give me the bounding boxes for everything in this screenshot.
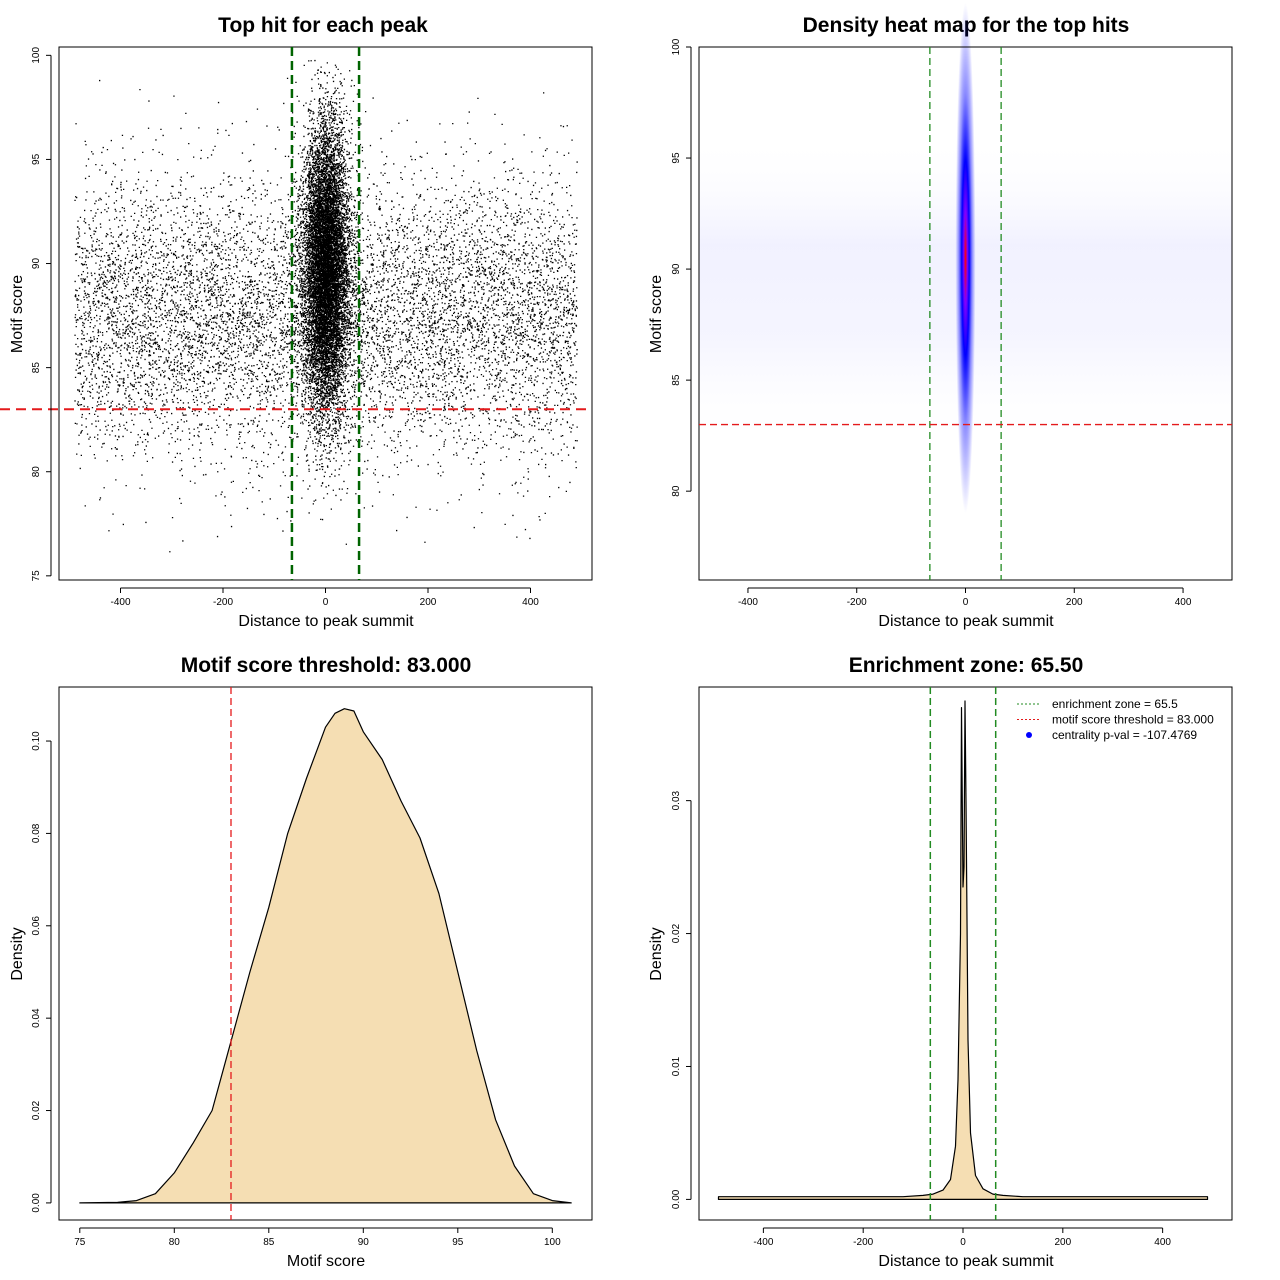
panel1-y-tick-label: 80	[31, 466, 42, 478]
panel3-y-tick-label: 0.06	[31, 916, 42, 936]
panel3-xlabel: Motif score	[287, 1253, 365, 1270]
panel4-x-tick-label: 0	[960, 1237, 966, 1248]
panel1-x-tick-label: 400	[522, 597, 539, 608]
panel1-y-tick-label: 90	[31, 258, 42, 270]
panel3-x-tick-label: 100	[544, 1237, 561, 1248]
panel1-x-tick-label: -200	[213, 597, 233, 608]
panel3-x-tick-label: 95	[452, 1237, 464, 1248]
panel3-y-tick-label: 0.02	[31, 1100, 42, 1120]
panel1-x-tick-label: -400	[110, 597, 130, 608]
panel4-xlabel: Distance to peak summit	[878, 1253, 1054, 1270]
panel1-y-tick-label: 100	[31, 47, 42, 64]
panel4-x-tick-label: 200	[1054, 1237, 1071, 1248]
panel1-points	[74, 59, 578, 553]
panel1-ylabel: Motif score	[9, 275, 26, 353]
panel2-y-tick-label: 100	[671, 38, 682, 55]
panel4-y-tick-label: 0.01	[671, 1056, 682, 1076]
panel4-legend: enrichment zone = 65.5 motif score thresh…	[1017, 697, 1214, 742]
panel2-x-tick-label: -400	[738, 597, 758, 608]
panel2-x-tick-label: -200	[847, 597, 867, 608]
panel1-y-tick-label: 85	[31, 362, 42, 374]
panel1-point-cloud	[74, 59, 578, 553]
panel3-title: Motif score threshold: 83.000	[181, 654, 472, 677]
panel3-x-tick-label: 85	[263, 1237, 275, 1248]
panel2-x-tick-label: 200	[1066, 597, 1083, 608]
panel1-y-tick-label: 95	[31, 153, 42, 165]
panel-distance-density: Enrichment zone: 65.50 Distance to peak …	[648, 654, 1233, 1270]
panel2-y-tick-label: 95	[671, 152, 682, 164]
panel1-x-tick-label: 200	[420, 597, 437, 608]
panel3-x-tick-label: 75	[74, 1237, 86, 1248]
panel1-x-tick-label: 0	[323, 597, 329, 608]
panel1-frame	[58, 46, 593, 581]
panel3-y-tick-label: 0.10	[31, 731, 42, 751]
panel4-legend-marker	[1026, 732, 1032, 738]
panel3-y-tick-label: 0.04	[31, 1008, 42, 1028]
panel4-y-tick-label: 0.00	[671, 1189, 682, 1209]
panel4-ylabel: Density	[648, 927, 665, 980]
panel4-legend-label: centrality p-val = -107.4769	[1052, 728, 1197, 742]
panel3-ylabel: Density	[9, 927, 26, 980]
panel2-ylabel: Motif score	[648, 275, 665, 353]
panel4-x-tick-label: -400	[753, 1237, 773, 1248]
panel3-density-area	[79, 708, 572, 1204]
panel-heatmap-top-hits: Density heat map for the top hits Distan…	[648, 2, 1233, 630]
panel2-frame	[698, 46, 1233, 581]
panel4-x-tick-label: 400	[1154, 1237, 1171, 1248]
panel4-y-tick-label: 0.02	[671, 923, 682, 943]
panel-score-density: Motif score threshold: 83.000 Motif scor…	[9, 654, 593, 1270]
panel2-xlabel: Distance to peak summit	[878, 613, 1054, 630]
panel4-x-tick-label: -200	[853, 1237, 873, 1248]
panel4-density-area	[717, 700, 1209, 1200]
panel3-y-tick-label: 0.08	[31, 823, 42, 843]
panel2-y-tick-label: 80	[671, 485, 682, 497]
panel3-x-tick-label: 90	[358, 1237, 370, 1248]
panel4-y-tick-label: 0.03	[671, 790, 682, 810]
panel1-title: Top hit for each peak	[218, 14, 428, 37]
panel1-xlabel: Distance to peak summit	[238, 613, 414, 630]
panel-scatter-top-hits: Top hit for each peak Distance to peak s…	[0, 14, 593, 630]
panel2-x-tick-label: 400	[1175, 597, 1192, 608]
panel2-y-tick-label: 85	[671, 374, 682, 386]
panel2-y-tick-label: 90	[671, 263, 682, 275]
panel3-y-tick-label: 0.00	[31, 1193, 42, 1213]
panel4-title: Enrichment zone: 65.50	[849, 654, 1084, 677]
panel2-density-peak	[955, 2, 976, 514]
panel3-frame	[58, 686, 593, 1221]
panel4-frame	[698, 686, 1233, 1221]
panel3-x-tick-label: 80	[169, 1237, 181, 1248]
panel4-legend-label: motif score threshold = 83.000	[1052, 713, 1214, 727]
panel1-y-tick-label: 75	[31, 570, 42, 582]
panel2-x-tick-label: 0	[963, 597, 969, 608]
panel4-legend-label: enrichment zone = 65.5	[1052, 697, 1178, 711]
